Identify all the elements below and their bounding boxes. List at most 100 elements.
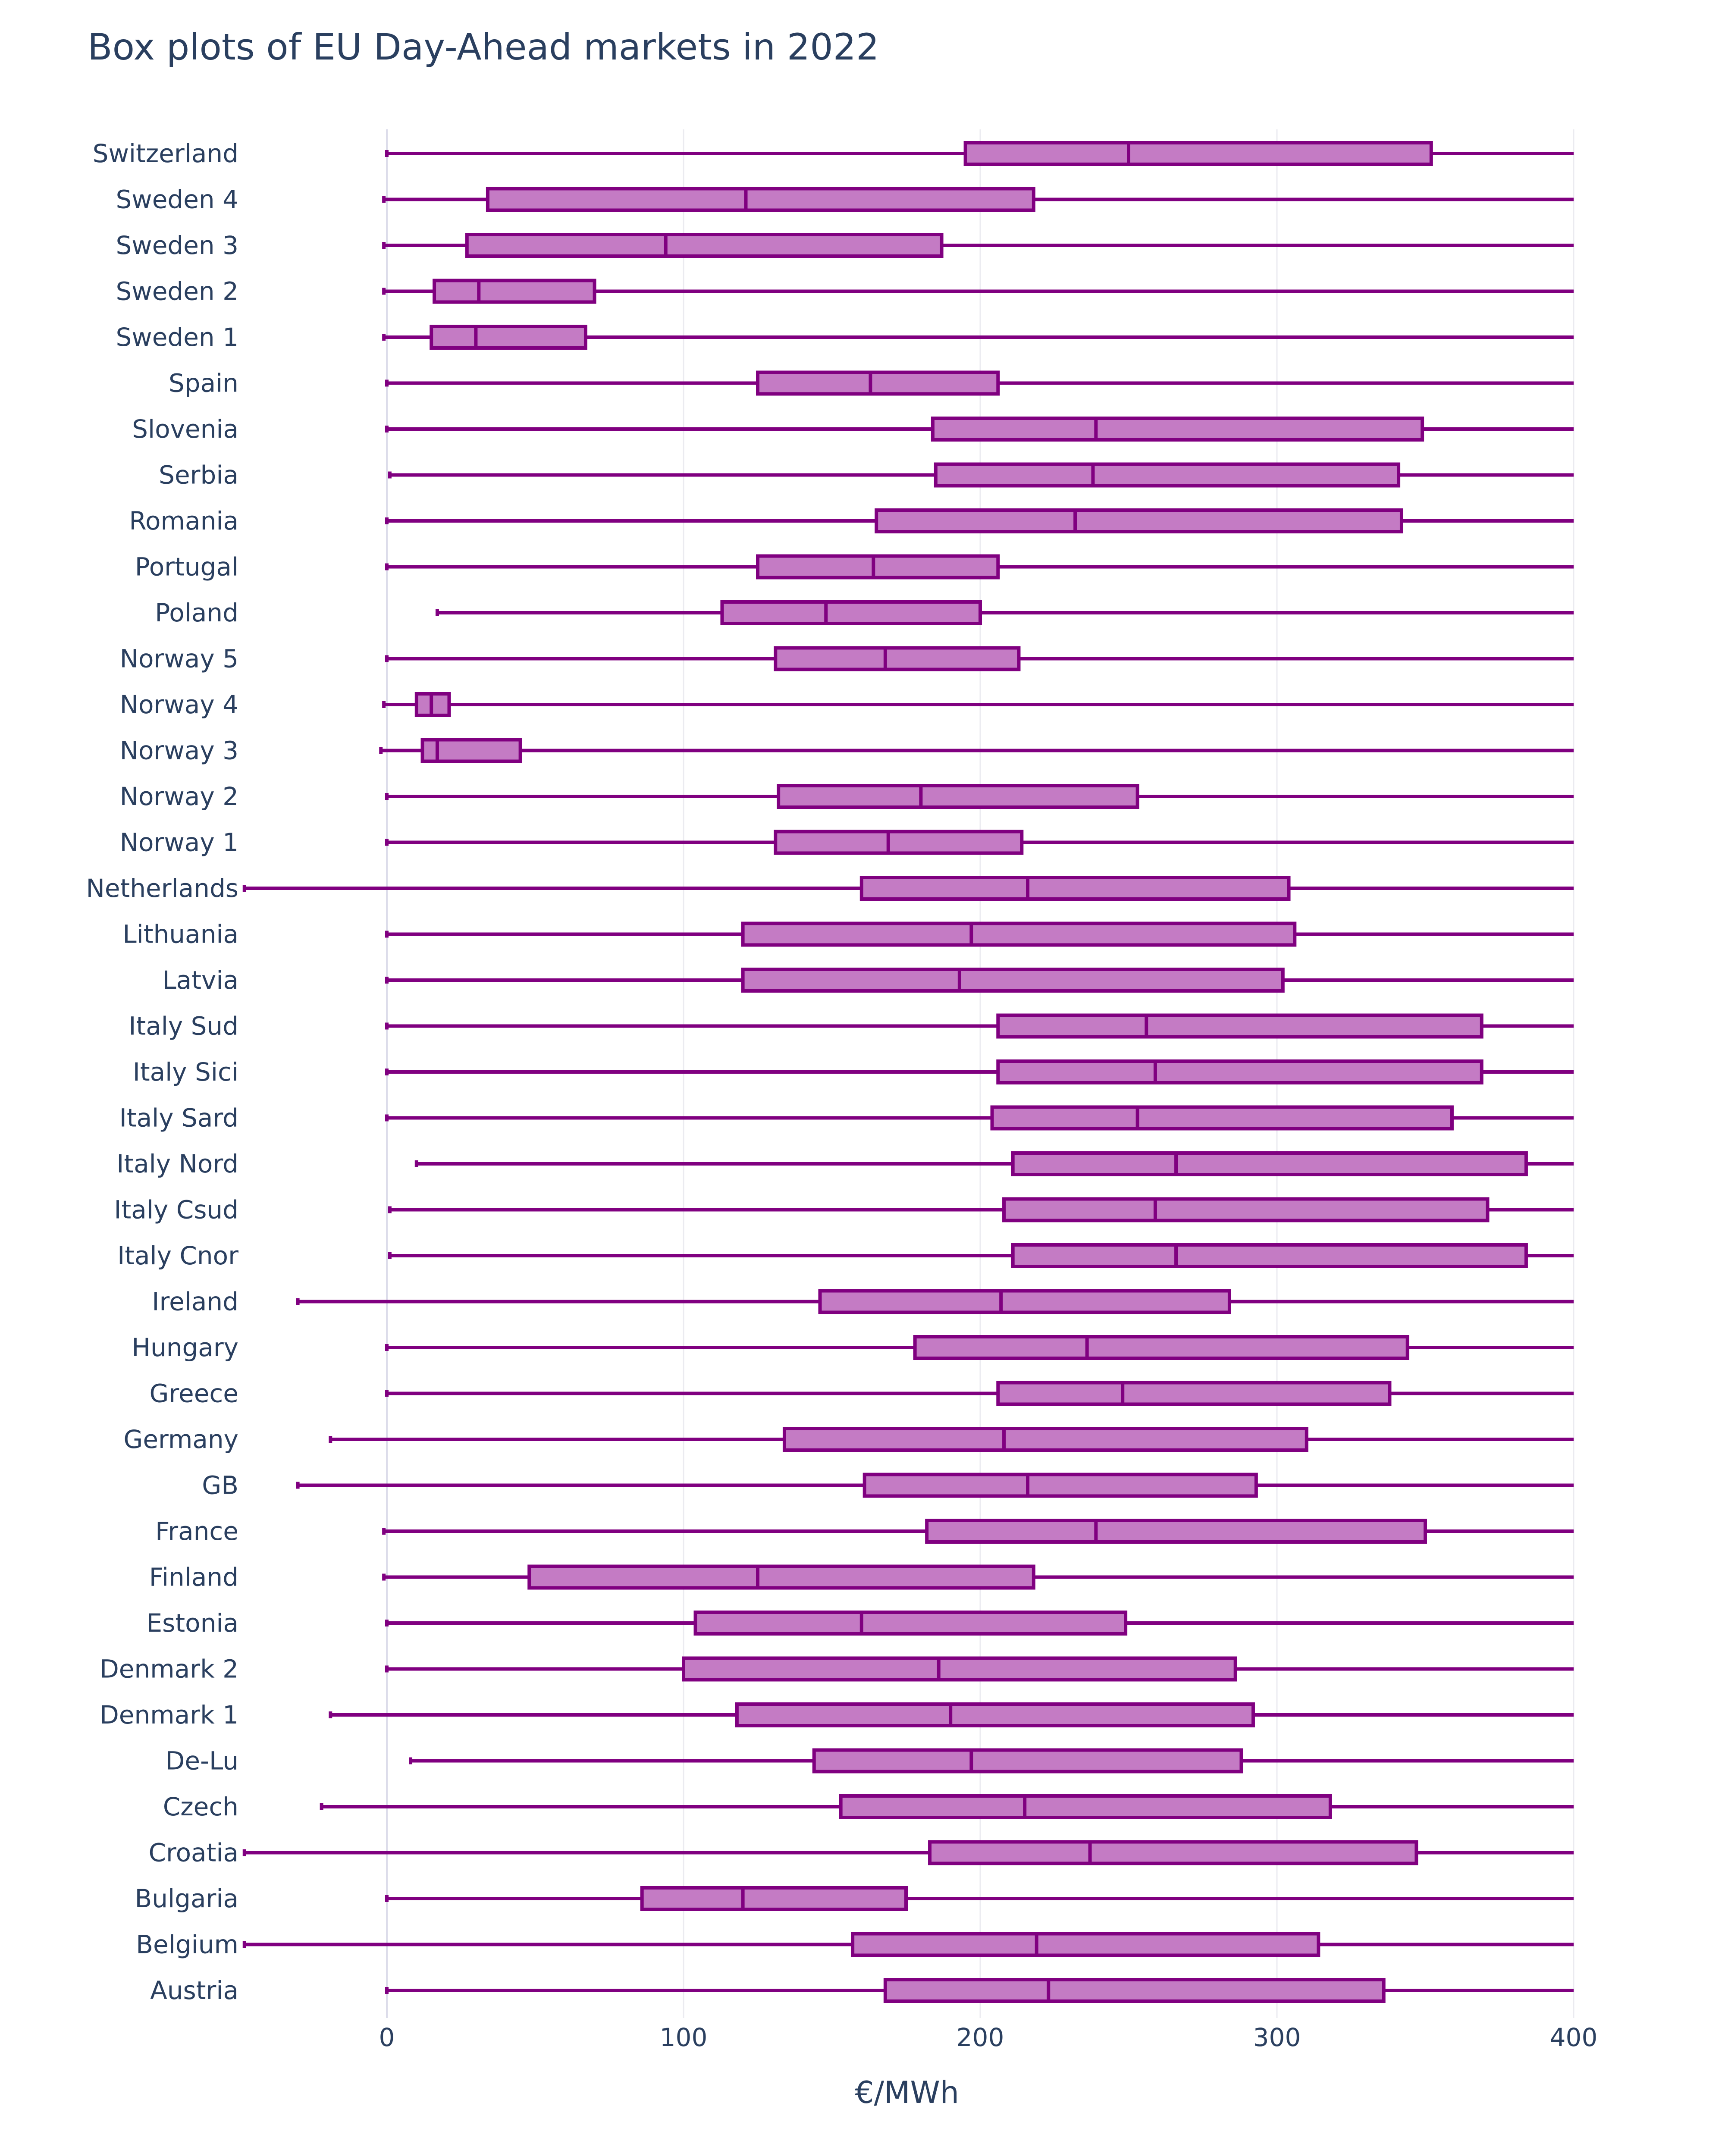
box-denmark-2 xyxy=(385,1656,1574,1682)
category-label: Portugal xyxy=(135,552,238,582)
category-label: Poland xyxy=(155,598,238,627)
box-belgium xyxy=(242,1932,1574,1957)
iqr-box xyxy=(782,1427,1308,1452)
iqr-box xyxy=(913,1335,1409,1360)
iqr-box xyxy=(996,1059,1484,1084)
iqr-box xyxy=(486,187,1035,212)
iqr-box xyxy=(693,1611,1128,1636)
box-switzerland xyxy=(385,141,1574,166)
box-de-lu xyxy=(409,1748,1574,1774)
box-romania xyxy=(385,508,1574,533)
iqr-box xyxy=(720,600,982,625)
iqr-box xyxy=(433,279,596,304)
iqr-box xyxy=(756,554,1000,580)
x-tick-label: 200 xyxy=(957,2023,1004,2052)
iqr-box xyxy=(862,1473,1258,1498)
box-sweden-3 xyxy=(382,233,1574,258)
category-label: Lithuania xyxy=(122,920,238,949)
box-slovenia xyxy=(385,417,1574,442)
category-label: Italy Cnor xyxy=(117,1241,238,1270)
category-label: Denmark 2 xyxy=(100,1655,238,1684)
category-label: Ireland xyxy=(152,1287,238,1316)
category-label: Bulgaria xyxy=(135,1884,238,1913)
x-tick-label: 400 xyxy=(1550,2023,1598,2052)
category-label: Finland xyxy=(149,1563,238,1592)
box-norway-5 xyxy=(385,646,1574,671)
x-axis-title: €/MWh xyxy=(855,2075,959,2110)
category-label: Netherlands xyxy=(86,874,238,903)
box-sweden-1 xyxy=(382,325,1574,350)
category-label: Romania xyxy=(129,506,238,536)
iqr-box xyxy=(774,646,1021,671)
iqr-box xyxy=(527,1564,1035,1590)
box-spain xyxy=(385,370,1574,396)
iqr-box xyxy=(996,1013,1484,1039)
box-series xyxy=(242,141,1574,2003)
box-gb xyxy=(296,1473,1574,1498)
box-estonia xyxy=(385,1611,1574,1636)
box-france xyxy=(382,1519,1574,1544)
chart-title: Box plots of EU Day-Ahead markets in 202… xyxy=(88,26,879,68)
iqr-box xyxy=(990,1105,1454,1131)
category-label: Germany xyxy=(123,1425,238,1454)
box-italy-sud xyxy=(385,1013,1574,1039)
category-label: Sweden 1 xyxy=(116,323,238,352)
iqr-box xyxy=(682,1656,1237,1682)
category-label: Latvia xyxy=(162,965,238,995)
category-label: Sweden 2 xyxy=(116,277,238,306)
box-italy-sard xyxy=(385,1105,1574,1131)
iqr-box xyxy=(777,784,1139,809)
x-tick-label: 0 xyxy=(379,2023,395,2052)
box-sweden-4 xyxy=(382,187,1574,212)
category-label: Norway 2 xyxy=(120,782,238,811)
box-norway-4 xyxy=(382,692,1574,717)
iqr-box xyxy=(812,1748,1243,1774)
box-italy-cnor xyxy=(388,1243,1574,1268)
iqr-box xyxy=(996,1381,1392,1406)
category-axis: Switzerland Sweden 4 Sweden 3 Sweden 2 Swede… xyxy=(86,139,238,2005)
iqr-box xyxy=(925,1519,1427,1544)
category-label: Norway 3 xyxy=(120,736,238,765)
box-netherlands xyxy=(242,876,1574,901)
category-label: Sweden 4 xyxy=(116,185,238,214)
iqr-box xyxy=(1011,1151,1528,1176)
category-label: De-Lu xyxy=(166,1746,238,1776)
category-label: Czech xyxy=(163,1792,238,1821)
box-austria xyxy=(385,1978,1574,2003)
category-label: Croatia xyxy=(149,1838,239,1868)
iqr-box xyxy=(839,1794,1332,1819)
category-label: Norway 4 xyxy=(120,690,238,719)
category-label: Spain xyxy=(169,369,238,398)
category-label: Slovenia xyxy=(132,414,238,444)
x-tick-label: 100 xyxy=(660,2023,708,2052)
box-lithuania xyxy=(385,921,1574,947)
category-label: France xyxy=(155,1517,238,1546)
category-label: Italy Csud xyxy=(114,1195,238,1225)
iqr-box xyxy=(931,417,1424,442)
category-label: Belgium xyxy=(136,1930,238,1959)
iqr-box xyxy=(741,968,1285,993)
box-czech xyxy=(320,1794,1574,1819)
category-label: Switzerland xyxy=(93,139,238,168)
category-label: Norway 5 xyxy=(120,644,238,674)
iqr-box xyxy=(875,508,1403,533)
category-label: Denmark 1 xyxy=(100,1700,238,1730)
box-portugal xyxy=(385,554,1574,580)
iqr-box xyxy=(818,1289,1231,1314)
box-croatia xyxy=(242,1840,1574,1865)
box-italy-nord xyxy=(414,1151,1574,1176)
category-label: GB xyxy=(202,1471,238,1500)
box-italy-sici xyxy=(385,1059,1574,1084)
box-serbia xyxy=(388,462,1574,488)
box-norway-1 xyxy=(385,830,1574,855)
box-latvia xyxy=(385,968,1574,993)
category-label: Serbia xyxy=(159,461,238,490)
iqr-box xyxy=(1011,1243,1528,1268)
iqr-box xyxy=(741,921,1297,947)
box-finland xyxy=(382,1564,1574,1590)
category-label: Sweden 3 xyxy=(116,231,238,260)
box-bulgaria xyxy=(385,1886,1574,1911)
iqr-box xyxy=(756,370,1000,396)
iqr-box xyxy=(963,141,1433,166)
